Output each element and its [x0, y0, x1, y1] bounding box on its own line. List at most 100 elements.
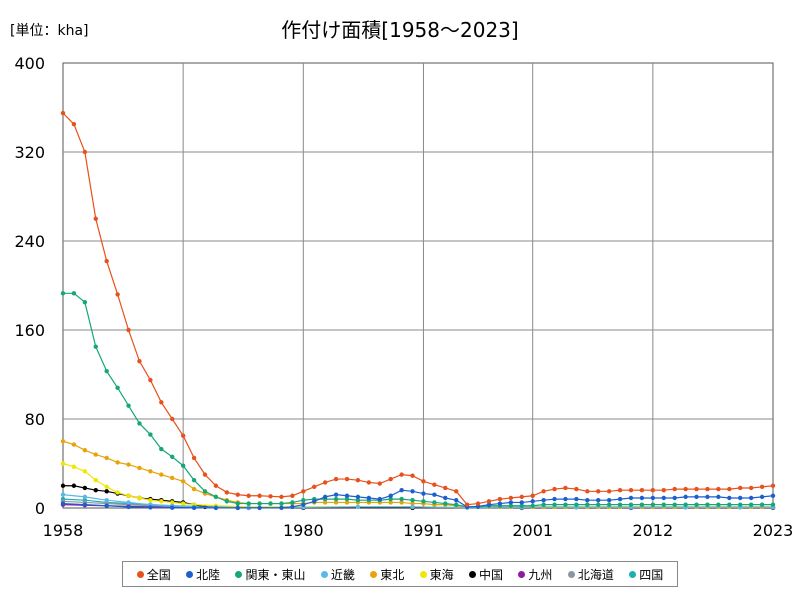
data-point-全国 [213, 483, 219, 488]
data-point-全国 [464, 502, 470, 507]
data-point-関東・東山 [71, 291, 77, 296]
legend-item: 近畿 [320, 566, 355, 583]
data-point-東海 [60, 461, 66, 466]
data-point-中国 [71, 483, 77, 488]
data-point-関東・東山 [355, 498, 361, 503]
data-point-東海 [148, 498, 153, 503]
data-point-全国 [82, 149, 88, 155]
legend-item: 中国 [469, 566, 503, 583]
data-point-全国 [694, 486, 699, 492]
legend-marker [320, 570, 328, 578]
data-point-関東・東山 [301, 498, 306, 503]
data-point-北陸 [60, 501, 66, 506]
data-point-関東・東山 [388, 496, 393, 502]
data-point-関東・東山 [585, 502, 590, 507]
data-point-北陸 [104, 503, 109, 508]
data-point-関東・東山 [93, 344, 98, 349]
data-point-全国 [366, 480, 372, 485]
data-point-全国 [672, 486, 677, 492]
data-point-関東・東山 [82, 299, 88, 305]
data-point-北陸 [628, 495, 634, 501]
data-point-北陸 [519, 500, 524, 505]
data-point-全国 [628, 488, 634, 493]
y-tick-label: 80 [25, 410, 45, 429]
data-point-関東・東山 [639, 502, 645, 507]
data-point-全国 [377, 481, 382, 486]
data-point-関東・東山 [432, 500, 437, 505]
data-point-北陸 [770, 493, 776, 498]
data-point-関東・東山 [552, 502, 557, 507]
data-point-北陸 [661, 495, 666, 501]
data-point-東北 [137, 465, 142, 471]
data-point-全国 [159, 400, 164, 405]
data-point-北陸 [650, 495, 656, 501]
y-tick-label: 320 [14, 143, 45, 162]
data-point-中国 [60, 483, 66, 488]
data-point-東北 [71, 442, 77, 447]
data-point-関東・東山 [224, 499, 230, 504]
data-point-東海 [93, 477, 98, 483]
data-point-関東・東山 [159, 446, 164, 452]
legend: 全国 北陸 関東・東山 近畿 東北 東海 中国 九州 北海道 四国 [122, 561, 678, 587]
data-point-近畿 [126, 500, 131, 505]
data-point-関東・東山 [738, 502, 743, 507]
data-point-全国 [410, 473, 415, 478]
data-point-関東・東山 [661, 502, 666, 507]
data-point-北陸 [333, 492, 339, 497]
data-point-北陸 [672, 495, 677, 501]
data-point-関東・東山 [443, 501, 448, 506]
data-point-東海 [170, 500, 175, 505]
data-point-北陸 [727, 495, 732, 501]
data-point-北陸 [290, 504, 295, 510]
data-point-全国 [312, 484, 317, 490]
data-point-北陸 [508, 500, 514, 505]
data-point-関東・東山 [137, 421, 142, 426]
data-point-全国 [344, 476, 350, 482]
x-tick-label: 2012 [632, 521, 673, 540]
data-point-全国 [388, 476, 393, 482]
legend-marker [567, 570, 575, 578]
data-point-全国 [585, 489, 590, 494]
data-point-全国 [71, 121, 77, 127]
legend-marker [518, 570, 526, 578]
y-tick-label: 400 [14, 54, 45, 73]
data-point-全国 [443, 485, 448, 491]
data-point-北陸 [738, 495, 743, 501]
data-point-関東・東山 [235, 501, 240, 506]
data-point-関東・東山 [290, 500, 295, 505]
legend-label: 北陸 [196, 567, 221, 582]
data-point-東北 [170, 475, 175, 481]
data-point-北陸 [606, 498, 612, 503]
legend-item: 九州 [518, 566, 552, 583]
data-point-関東・東山 [727, 502, 732, 507]
data-point-全国 [399, 472, 404, 477]
legend-item: 東北 [370, 566, 404, 583]
data-point-北陸 [344, 493, 350, 498]
data-point-全国 [279, 494, 284, 500]
data-point-全国 [519, 494, 524, 500]
data-point-東北 [388, 500, 393, 505]
data-point-全国 [596, 489, 601, 494]
data-point-全国 [650, 488, 656, 493]
data-point-関東・東山 [519, 503, 524, 508]
data-point-東北 [60, 439, 66, 444]
data-point-全国 [421, 479, 426, 484]
legend-marker [235, 570, 243, 578]
data-point-関東・東山 [268, 501, 273, 506]
data-point-関東・東山 [628, 502, 634, 507]
data-point-近畿 [104, 498, 109, 503]
data-point-東北 [159, 472, 164, 477]
data-point-北陸 [585, 498, 590, 503]
data-point-関東・東山 [650, 502, 656, 507]
data-point-関東・東山 [672, 502, 677, 507]
data-point-北陸 [639, 495, 645, 501]
legend-item: 関東・東山 [235, 566, 305, 583]
data-point-東北 [148, 469, 153, 474]
data-point-全国 [727, 486, 732, 492]
y-tick-label: 240 [14, 232, 45, 251]
data-point-近畿 [82, 494, 88, 500]
legend-item: 東海 [419, 566, 454, 583]
data-point-全国 [355, 477, 361, 483]
data-point-全国 [224, 490, 230, 495]
